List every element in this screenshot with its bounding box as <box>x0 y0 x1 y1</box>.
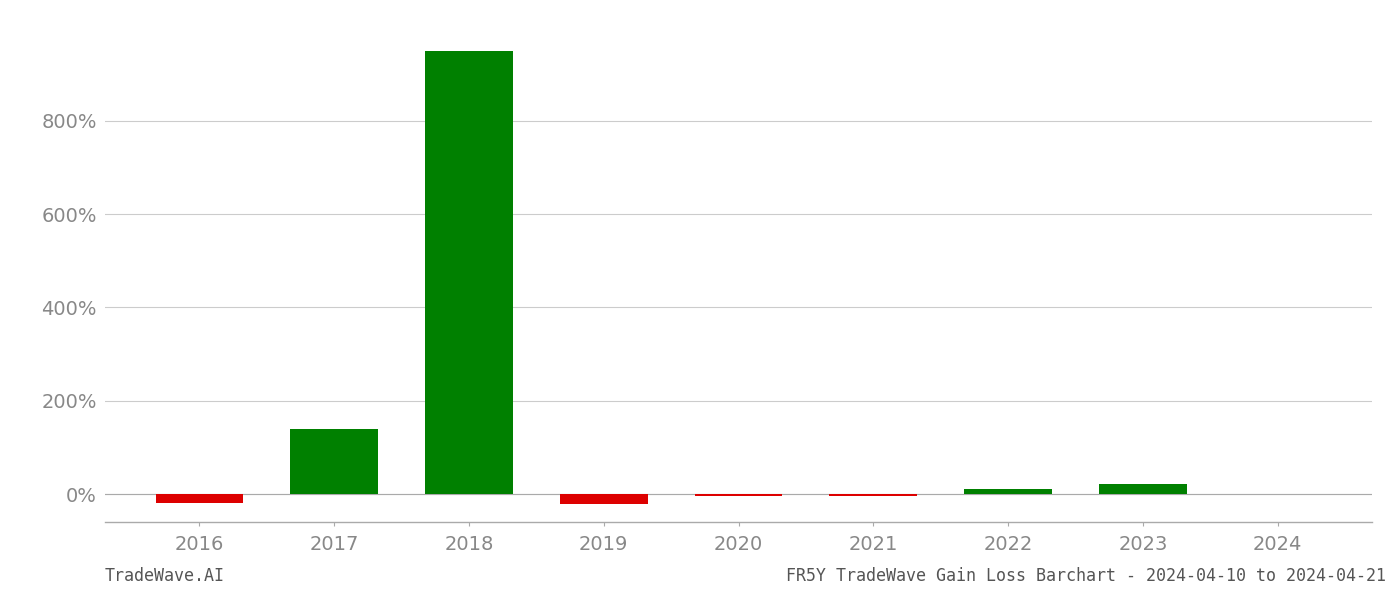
Bar <box>965 490 1051 494</box>
Bar <box>829 494 917 496</box>
Bar <box>155 494 244 503</box>
Text: FR5Y TradeWave Gain Loss Barchart - 2024-04-10 to 2024-04-21: FR5Y TradeWave Gain Loss Barchart - 2024… <box>785 567 1386 585</box>
Bar <box>560 494 648 504</box>
Text: TradeWave.AI: TradeWave.AI <box>105 567 225 585</box>
Bar <box>290 428 378 494</box>
Bar <box>426 50 512 494</box>
Bar <box>694 494 783 496</box>
Bar <box>1099 484 1187 494</box>
